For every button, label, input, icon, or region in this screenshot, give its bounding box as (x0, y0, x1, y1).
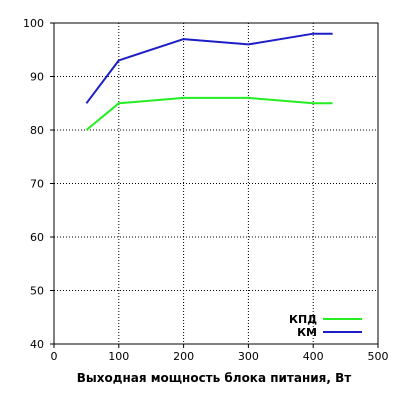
y-tick-label: 70 (30, 178, 44, 191)
x-tick-label: 400 (303, 350, 324, 363)
series-line-efficiency (85, 96, 333, 131)
x-tick-label: 200 (173, 350, 194, 363)
y-tick-labels: 40 50 60 70 80 90 100 (23, 17, 44, 351)
legend-label: КПД (289, 313, 317, 326)
grid (54, 23, 378, 344)
x-tick-label: 0 (51, 350, 58, 363)
y-tick-label: 60 (30, 231, 44, 244)
x-tick-labels: 0 100 200 300 400 500 (51, 350, 389, 363)
x-tick-label: 300 (238, 350, 259, 363)
x-tick-label: 100 (108, 350, 129, 363)
axes (50, 22, 379, 348)
y-tick-label: 100 (23, 17, 44, 30)
series-line-power-factor (85, 32, 333, 104)
y-tick-label: 40 (30, 338, 44, 351)
y-tick-label: 80 (30, 124, 44, 137)
x-axis-label: Выходная мощность блока питания, Вт (77, 371, 352, 385)
y-tick-label: 50 (30, 285, 44, 298)
legend-label: КМ (297, 326, 317, 339)
series-lines (85, 32, 333, 131)
x-tick-label: 500 (368, 350, 389, 363)
y-tick-label: 90 (30, 71, 44, 84)
